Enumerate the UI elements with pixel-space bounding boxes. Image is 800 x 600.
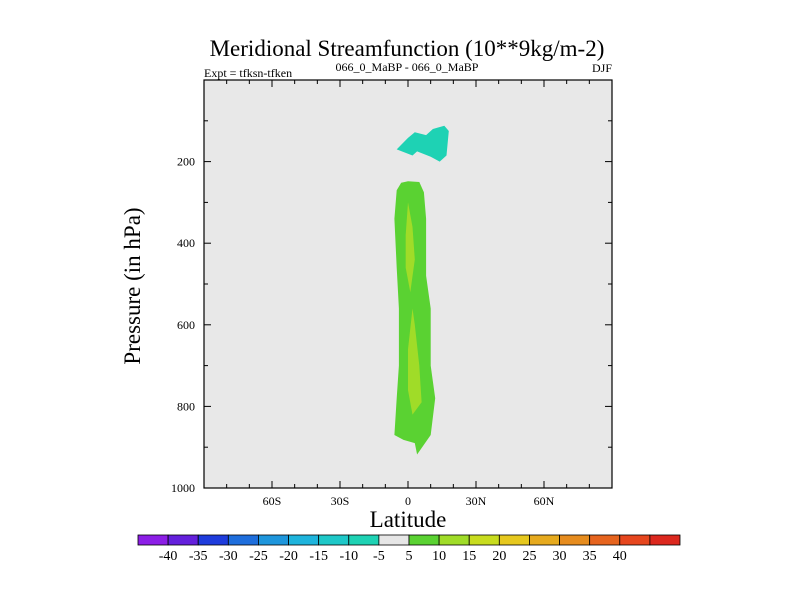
colorbar-swatch	[348, 534, 380, 546]
subtitle-left: Expt = tfksn-tfken	[204, 66, 292, 80]
colorbar-label: 5	[406, 549, 413, 564]
colorbar-swatch	[258, 534, 289, 546]
colorbar-label: -5	[373, 549, 385, 564]
colorbar-label: 40	[613, 549, 627, 564]
colorbar-swatch	[529, 534, 560, 546]
colorbar-swatch	[288, 534, 320, 546]
colorbar-swatch	[438, 534, 470, 546]
y-tick-label: 400	[177, 236, 195, 250]
contour-regions	[394, 125, 449, 455]
colorbar-swatch	[649, 534, 681, 546]
contour-region-lower-positive-cell	[394, 181, 436, 455]
x-axis-ticks: 60S 30S 0 30N 60N	[226, 80, 590, 508]
colorbar: -40 -35 -30 -25 -20 -15 -10 -5 5 10 15 20 25 30 35 40	[137, 534, 681, 564]
contour-region-lower-positive-core-lower	[408, 308, 422, 415]
subtitle-right: DJF	[592, 61, 612, 75]
colorbar-label: -30	[219, 549, 238, 564]
colorbar-label: 30	[553, 549, 567, 564]
colorbar-label: 35	[583, 549, 597, 564]
chart-title: Meridional Streamfunction (10**9kg/m-2)	[210, 36, 605, 61]
colorbar-label: -10	[339, 549, 358, 564]
colorbar-label: 10	[432, 549, 446, 564]
colorbar-swatch	[378, 534, 410, 546]
colorbar-swatch	[498, 534, 530, 546]
y-axis-ticks: 200 400 600 800 1000	[171, 120, 612, 495]
colorbar-swatch	[167, 534, 199, 546]
x-tick-label: 30S	[331, 494, 350, 508]
y-tick-label: 800	[177, 399, 195, 413]
x-tick-label: 60N	[534, 494, 555, 508]
y-tick-label: 200	[177, 155, 195, 169]
colorbar-swatch	[197, 534, 229, 546]
colorbar-swatch	[559, 534, 591, 546]
colorbar-label: -25	[249, 549, 268, 564]
x-tick-label: 30N	[466, 494, 487, 508]
colorbar-label: -15	[309, 549, 328, 564]
subtitle-center: 066_0_MaBP - 066_0_MaBP	[336, 60, 479, 74]
colorbar-swatch	[468, 534, 500, 546]
colorbar-label: 20	[492, 549, 506, 564]
y-tick-label: 600	[177, 318, 195, 332]
y-axis-label: Pressure (in hPa)	[120, 207, 145, 364]
x-tick-label: 60S	[263, 494, 282, 508]
y-tick-label: 1000	[171, 481, 195, 495]
colorbar-label: -20	[279, 549, 298, 564]
colorbar-label: 15	[462, 549, 476, 564]
contour-region-lower-positive-core-upper	[405, 202, 415, 293]
colorbar-label: -40	[159, 549, 178, 564]
colorbar-label: -35	[189, 549, 208, 564]
colorbar-swatch	[408, 534, 440, 546]
x-tick-label: 0	[405, 494, 411, 508]
colorbar-swatch	[318, 534, 350, 546]
colorbar-swatch	[137, 534, 169, 546]
colorbar-swatch	[619, 534, 651, 546]
colorbar-swatch	[227, 534, 259, 546]
colorbar-swatch	[589, 534, 621, 546]
colorbar-label: 25	[522, 549, 536, 564]
contour-region-upper-negative-cell	[396, 125, 449, 162]
x-axis-label: Latitude	[370, 507, 447, 532]
